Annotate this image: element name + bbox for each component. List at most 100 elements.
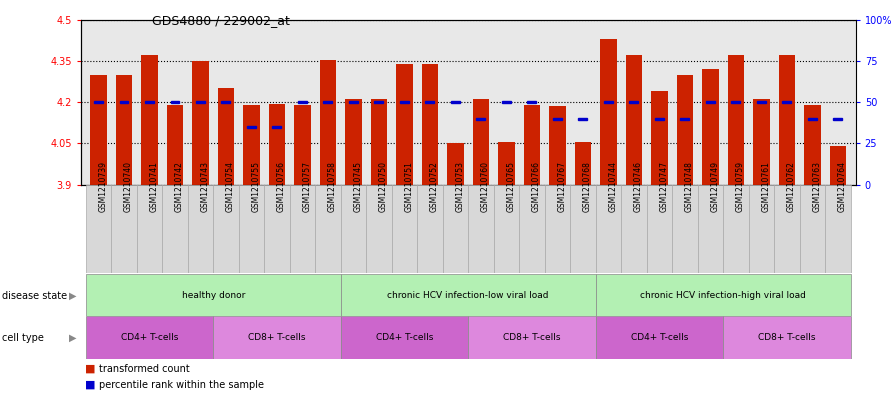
Bar (782, 101, 791, 103)
Bar (349, 101, 358, 103)
Text: GSM1210751: GSM1210751 (404, 161, 413, 212)
Bar (375, 101, 383, 103)
Bar (426, 101, 435, 103)
Bar (825, 185, 850, 273)
Bar (340, 185, 366, 273)
Text: GSM1210747: GSM1210747 (659, 161, 668, 212)
Text: GSM1210753: GSM1210753 (455, 161, 464, 212)
Bar (468, 185, 494, 273)
Bar (188, 185, 213, 273)
Bar (672, 185, 698, 273)
Bar (702, 69, 719, 185)
Bar (706, 101, 715, 103)
Bar (579, 118, 588, 120)
Bar (604, 101, 613, 103)
Bar (600, 39, 616, 185)
Bar (422, 64, 438, 185)
Text: GSM1210764: GSM1210764 (838, 161, 847, 212)
Bar (162, 185, 188, 273)
Bar (142, 55, 158, 185)
Bar (119, 101, 128, 103)
Bar (647, 185, 672, 273)
Bar (94, 101, 103, 103)
Bar (528, 101, 537, 103)
Bar (447, 143, 464, 185)
Text: CD8+ T-cells: CD8+ T-cells (758, 333, 815, 342)
Bar (247, 126, 256, 128)
Text: CD8+ T-cells: CD8+ T-cells (504, 333, 561, 342)
Bar (731, 101, 740, 103)
Bar (757, 101, 766, 103)
Bar (574, 142, 591, 185)
Bar (298, 101, 307, 103)
Text: GSM1210750: GSM1210750 (379, 161, 388, 212)
Text: GSM1210749: GSM1210749 (711, 161, 719, 212)
Text: GDS4880 / 229002_at: GDS4880 / 229002_at (152, 14, 290, 27)
Text: ■: ■ (85, 364, 96, 374)
Bar (723, 316, 850, 359)
Bar (472, 99, 489, 185)
Bar (243, 105, 260, 185)
Text: GSM1210740: GSM1210740 (124, 161, 133, 212)
Text: GSM1210763: GSM1210763 (813, 161, 822, 212)
Text: cell type: cell type (2, 333, 44, 343)
Text: GSM1210757: GSM1210757 (303, 161, 312, 212)
Bar (748, 185, 774, 273)
Bar (629, 101, 638, 103)
Bar (804, 105, 821, 185)
Bar (621, 185, 647, 273)
Bar (549, 106, 565, 185)
Text: GSM1210754: GSM1210754 (226, 161, 235, 212)
Bar (728, 55, 745, 185)
Bar (272, 126, 281, 128)
Bar (196, 101, 205, 103)
Text: GSM1210741: GSM1210741 (150, 161, 159, 212)
Bar (451, 101, 460, 103)
Bar (596, 316, 723, 359)
Bar (523, 105, 540, 185)
Bar (655, 118, 664, 120)
Text: GSM1210752: GSM1210752 (430, 161, 439, 212)
Bar (170, 101, 179, 103)
Bar (774, 185, 799, 273)
Bar (167, 105, 184, 185)
Text: GSM1210760: GSM1210760 (481, 161, 490, 212)
Text: GSM1210759: GSM1210759 (736, 161, 745, 212)
Bar (294, 105, 311, 185)
Text: ▶: ▶ (69, 290, 76, 301)
Text: GSM1210756: GSM1210756 (277, 161, 286, 212)
Bar (596, 185, 621, 273)
Bar (502, 101, 511, 103)
Bar (779, 55, 795, 185)
Bar (519, 185, 545, 273)
Text: CD8+ T-cells: CD8+ T-cells (248, 333, 306, 342)
Text: chronic HCV infection-high viral load: chronic HCV infection-high viral load (640, 291, 806, 299)
Text: GSM1210739: GSM1210739 (99, 161, 108, 212)
Bar (498, 142, 514, 185)
Bar (396, 64, 413, 185)
Text: GSM1210743: GSM1210743 (201, 161, 210, 212)
Bar (323, 101, 332, 103)
Bar (315, 185, 340, 273)
Bar (494, 185, 519, 273)
Bar (596, 274, 850, 316)
Bar (651, 91, 668, 185)
Bar (392, 185, 418, 273)
Text: transformed count: transformed count (99, 364, 189, 374)
Text: GSM1210746: GSM1210746 (633, 161, 642, 212)
Bar (753, 99, 770, 185)
Bar (723, 185, 748, 273)
Bar (830, 146, 846, 185)
Bar (340, 316, 469, 359)
Text: GSM1210744: GSM1210744 (608, 161, 617, 212)
Bar (340, 274, 596, 316)
Bar (116, 75, 133, 185)
Bar (553, 118, 562, 120)
Bar (477, 118, 486, 120)
Text: GSM1210758: GSM1210758 (328, 161, 337, 212)
Bar (137, 185, 162, 273)
Bar (192, 61, 209, 185)
Bar (145, 101, 154, 103)
Bar (570, 185, 596, 273)
Bar (213, 185, 238, 273)
